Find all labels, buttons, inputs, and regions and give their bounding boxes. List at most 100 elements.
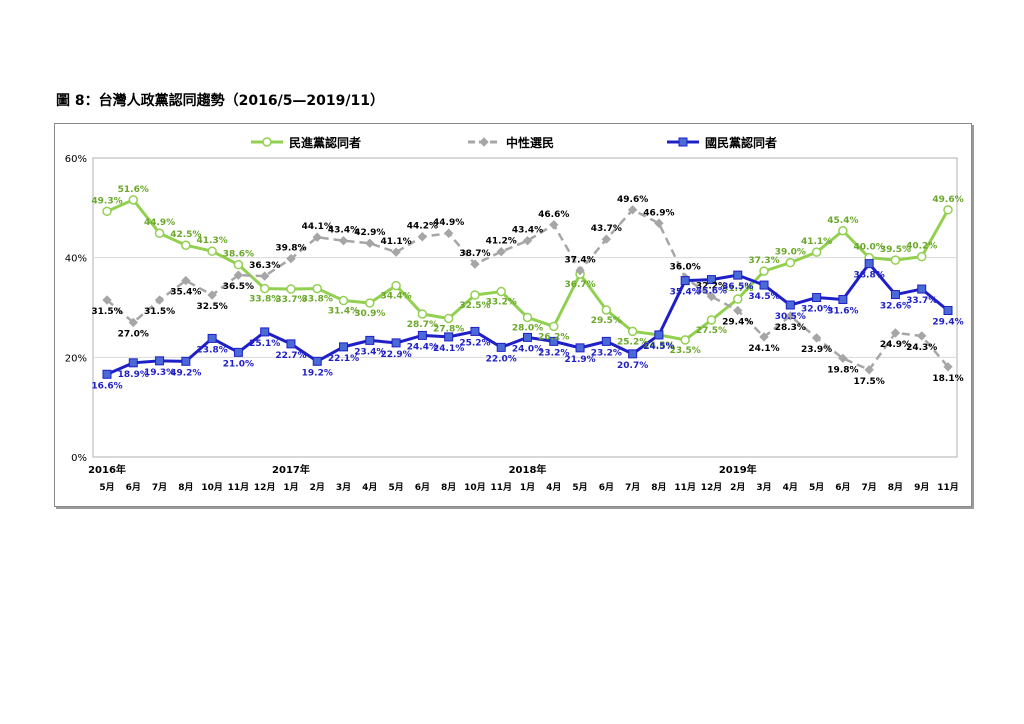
- data-point: [207, 290, 217, 300]
- data-point: [864, 365, 874, 375]
- x-tick-label: 8月: [888, 482, 903, 493]
- data-point: [733, 270, 743, 280]
- data-label: 38.8%: [854, 271, 885, 281]
- data-label: 49.6%: [617, 195, 648, 205]
- data-point: [181, 275, 191, 286]
- legend-label: 中性選民: [506, 135, 554, 150]
- data-point: [470, 326, 480, 336]
- data-label: 36.5%: [722, 282, 753, 292]
- data-label: 36.7%: [564, 280, 595, 290]
- data-point: [338, 236, 349, 246]
- data-label: 22.7%: [275, 351, 306, 361]
- data-point: [549, 336, 559, 346]
- data-label: 18.1%: [932, 374, 963, 384]
- data-label: 25.1%: [249, 339, 280, 349]
- page-title: 圖 8：台灣人政黨認同趨勢（2016/5—2019/11）: [56, 93, 384, 109]
- data-point: [496, 342, 506, 352]
- data-point: [128, 317, 138, 328]
- year-label: 2017年: [272, 463, 310, 476]
- data-label: 43.4%: [512, 226, 543, 236]
- data-point: [890, 328, 901, 338]
- x-tick-label: 4月: [783, 482, 798, 493]
- data-point: [838, 226, 848, 236]
- data-label: 29.5%: [591, 316, 622, 326]
- data-point: [654, 218, 664, 228]
- data-label: 35.4%: [170, 288, 201, 298]
- data-label: 33.8%: [249, 295, 280, 305]
- data-label: 28.3%: [775, 323, 806, 333]
- data-label: 22.9%: [380, 350, 411, 360]
- x-tick-label: 6月: [599, 482, 614, 493]
- data-point: [154, 295, 165, 305]
- x-tick-label: 7月: [152, 482, 167, 493]
- x-tick-label: 4月: [362, 482, 377, 493]
- data-label: 26.2%: [538, 332, 569, 342]
- data-label: 32.5%: [459, 301, 490, 311]
- data-label: 33.2%: [486, 298, 517, 308]
- x-tick-label: 12月: [254, 482, 276, 493]
- data-point: [601, 336, 611, 346]
- data-label: 28.7%: [407, 320, 438, 330]
- data-point: [417, 330, 427, 340]
- data-point: [181, 240, 191, 250]
- data-point: [523, 332, 532, 342]
- data-label: 51.6%: [118, 185, 149, 195]
- data-label: 30.5%: [775, 312, 806, 322]
- x-tick-label: 7月: [625, 482, 640, 493]
- data-label: 44.9%: [433, 218, 464, 228]
- x-tick-label: 10月: [201, 482, 223, 493]
- data-label: 20.7%: [617, 361, 648, 371]
- data-point: [838, 353, 848, 364]
- data-point: [496, 246, 506, 257]
- data-label: 41.2%: [486, 237, 517, 247]
- data-label: 33.8%: [302, 295, 333, 305]
- data-point: [890, 290, 900, 300]
- x-tick-label: 7月: [862, 482, 877, 493]
- legend-marker: [479, 137, 489, 147]
- data-label: 21.9%: [564, 355, 595, 365]
- data-point: [680, 276, 690, 286]
- data-label: 28.0%: [512, 323, 543, 333]
- data-point: [365, 238, 375, 248]
- data-point: [785, 311, 796, 321]
- x-tick-label: 5月: [99, 482, 114, 493]
- data-point: [759, 332, 769, 342]
- data-point: [680, 335, 690, 345]
- x-tick-label: 4月: [546, 482, 561, 493]
- data-point: [917, 284, 927, 294]
- year-label: 2018年: [509, 463, 547, 476]
- data-point: [470, 290, 480, 300]
- data-label: 33.7%: [275, 295, 306, 305]
- x-tick-label: 6月: [415, 482, 430, 493]
- data-label: 41.1%: [380, 237, 411, 247]
- data-label: 37.4%: [564, 256, 595, 266]
- data-label: 46.6%: [538, 210, 569, 220]
- data-label: 21.0%: [223, 359, 254, 369]
- data-point: [260, 327, 270, 337]
- data-point: [470, 259, 480, 269]
- data-label: 38.6%: [223, 250, 254, 260]
- data-point: [549, 220, 559, 230]
- data-label: 44.1%: [302, 222, 333, 232]
- data-label: 42.9%: [354, 228, 385, 238]
- data-label: 34.5%: [748, 292, 779, 302]
- data-label: 24.1%: [433, 344, 464, 354]
- data-point: [338, 295, 349, 306]
- data-label: 43.4%: [328, 226, 359, 236]
- legend-label: 國民黨認同者: [705, 135, 777, 150]
- data-point: [365, 335, 375, 345]
- x-tick-label: 12月: [701, 482, 723, 493]
- data-label: 32.2%: [696, 282, 727, 292]
- data-label: 31.7%: [722, 284, 753, 294]
- data-label: 17.5%: [854, 377, 885, 387]
- data-label: 23.9%: [801, 345, 832, 355]
- data-point: [549, 321, 559, 332]
- data-point: [102, 206, 112, 217]
- data-label: 24.5%: [643, 341, 674, 351]
- data-label: 32.5%: [197, 302, 228, 312]
- x-tick-label: 6月: [126, 482, 141, 493]
- data-label: 36.0%: [670, 263, 701, 273]
- data-label: 37.3%: [748, 256, 779, 266]
- data-label: 29.4%: [722, 317, 753, 327]
- data-label: 19.2%: [302, 368, 333, 378]
